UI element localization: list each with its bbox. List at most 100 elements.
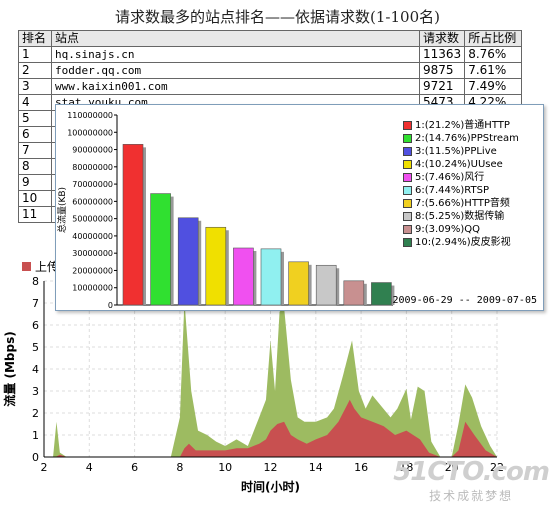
protocol-legend: 1:(21.2%)普通HTTP 2:(14.76%)PPStream 3:(11.5… [403,119,519,249]
y-tick-label: 1 [32,429,39,442]
y-tick-label: 8 [32,275,39,288]
y-tick-label: 70000000 [72,180,113,189]
download-series-area [44,300,497,457]
site-watermark: 51CTO.com 技术成就梦想 [393,457,550,504]
legend-swatch [403,134,412,143]
date-range-label: 2009-06-29 -- 2009-07-05 [392,295,538,306]
site-cell: hq.sinajs.cn [51,46,420,63]
protocol-bar-chart: 0 10000000 20000000 30000000 40000000 5000000… [56,111,395,310]
legend-label: 4:(10.24%)UUsee [415,159,503,170]
rank-cell: 2 [18,62,52,79]
legend-swatch [403,121,412,130]
legend-item: 5:(7.46%)风行 [403,171,519,184]
col-site-header: 站点 [51,30,420,47]
legend-swatch [403,238,412,247]
upload-legend-label: 上传 [35,259,59,274]
table-row: 1 hq.sinajs.cn 11363 8.76% [18,46,523,63]
watermark-logo: 51CTO.com [393,457,550,487]
legend-label: 7:(5.66%)HTTP音频 [415,198,510,209]
upload-series-area [44,399,497,457]
bar [315,264,337,306]
y-tick-label: 2 [32,407,39,420]
y-tick-label: 90000000 [72,146,113,155]
count-cell: 11363 [418,46,466,63]
bar [371,282,392,306]
table-row: 3 www.kaixin001.com 9721 7.49% [18,78,523,95]
legend-label: 2:(14.76%)PPStream [415,133,519,144]
rank-cell: 3 [18,78,52,95]
y-tick-label: 0 [108,301,113,310]
upload-legend-swatch [22,262,31,271]
legend-label: 10:(2.94%)皮皮影视 [415,237,511,248]
y-tick-label: 100000000 [67,128,113,137]
rank-cell: 6 [18,126,52,143]
y-tick-label: 110000000 [67,111,113,120]
y-tick-label: 60000000 [72,197,113,206]
y-axis-title: 总流量(KB) [56,187,68,233]
pct-cell: 8.76% [464,46,523,63]
legend-label: 5:(7.46%)风行 [415,172,485,183]
y-axis-title: 流量 (Mbps) [2,331,17,406]
legend-item: 9:(3.09%)QQ [403,223,519,236]
x-tick-label: 8 [176,461,183,474]
legend-label: 3:(11.5%)PPLive [415,146,497,157]
y-tick-label: 7 [32,297,39,310]
rank-cell: 7 [18,142,52,159]
legend-item: 8:(5.25%)数据传输 [403,210,519,223]
x-tick-label: 16 [354,461,368,474]
y-tick-label: 20000000 [72,266,113,275]
legend-label: 9:(3.09%)QQ [415,224,481,235]
bar [122,144,144,306]
rank-cell: 11 [18,206,52,223]
legend-item: 10:(2.94%)皮皮影视 [403,236,519,249]
site-cell: fodder.qq.com [51,62,420,79]
legend-item: 4:(10.24%)UUsee [403,158,519,171]
y-tick-label: 50000000 [72,215,113,224]
rank-cell: 10 [18,190,52,207]
table-row: 2 fodder.qq.com 9875 7.61% [18,62,523,79]
legend-item: 7:(5.66%)HTTP音频 [403,197,519,210]
legend-item: 3:(11.5%)PPLive [403,145,519,158]
legend-item: 6:(7.44%)RTSP [403,184,519,197]
y-tick-label: 6 [32,319,39,332]
legend-swatch [403,199,412,208]
rank-cell: 1 [18,46,52,63]
x-tick-label: 14 [309,461,323,474]
page-title: 请求数最多的站点排名——依据请求数(1-100名) [115,8,440,26]
x-tick-label: 10 [218,461,232,474]
legend-swatch [403,147,412,156]
y-tick-label: 4 [32,363,39,376]
rank-cell: 8 [18,158,52,175]
bar [288,261,309,306]
legend-item: 1:(21.2%)普通HTTP [403,119,519,132]
x-tick-label: 2 [41,461,48,474]
legend-swatch [403,173,412,182]
bar [343,280,365,306]
y-tick-label: 0 [32,451,39,464]
rank-cell: 9 [18,174,52,191]
legend-swatch [403,160,412,169]
rank-cell: 4 [18,94,52,111]
y-tick-label: 80000000 [72,163,113,172]
x-tick-label: 12 [264,461,278,474]
bar [177,217,199,306]
traffic-protocol-popup: 0 10000000 20000000 30000000 40000000 5000000… [55,104,544,311]
count-cell: 9875 [418,62,466,79]
bar [260,248,282,306]
y-tick-label: 40000000 [72,232,113,241]
legend-swatch [403,186,412,195]
x-tick-label: 4 [86,461,93,474]
x-tick-label: 18 [399,461,413,474]
table-header-row: 排名 站点 请求数 所占比例 [18,30,523,47]
bar [233,247,254,306]
pct-cell: 7.61% [464,62,523,79]
bar [150,193,171,306]
y-tick-label: 10000000 [72,284,113,293]
col-rank-header: 排名 [18,30,52,47]
rank-cell: 5 [18,110,52,127]
legend-item: 2:(14.76%)PPStream [403,132,519,145]
legend-label: 8:(5.25%)数据传输 [415,211,505,222]
x-tick-label: 22 [490,461,504,474]
watermark-slogan: 技术成就梦想 [429,489,514,503]
y-tick-label: 30000000 [72,249,113,258]
